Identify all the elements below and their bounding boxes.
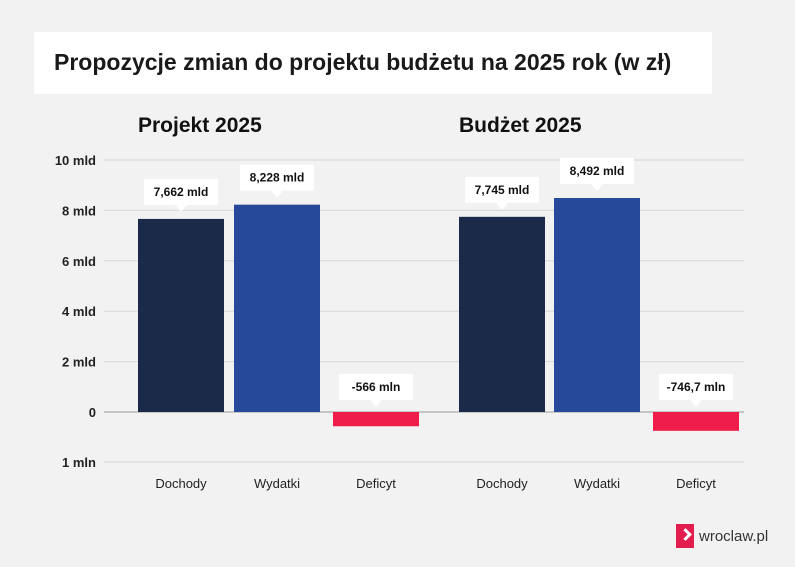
x-category-label: Dochody: [476, 476, 528, 491]
x-category-label: Wydatki: [254, 476, 300, 491]
y-tick-label: 4 mld: [62, 304, 96, 319]
logo: wroclaw.pl: [676, 524, 768, 548]
bar: [333, 412, 419, 427]
data-label-box: [659, 374, 733, 400]
x-category-label: Dochody: [155, 476, 207, 491]
bar: [459, 216, 545, 412]
data-label-pointer: [690, 400, 702, 407]
y-tick-label: 10 mld: [55, 153, 96, 168]
logo-arrow-icon: [676, 524, 694, 548]
y-tick-label: 0: [89, 405, 96, 420]
data-label: 7,745 mld: [475, 183, 530, 197]
y-tick-label: 1 mln: [62, 455, 96, 470]
x-category-label: Wydatki: [574, 476, 620, 491]
data-label: 8,228 mld: [250, 171, 305, 185]
title-box: Propozycje zmian do projektu budżetu na …: [34, 32, 712, 94]
group-title-projekt: Projekt 2025: [138, 114, 262, 137]
y-tick-label: 2 mld: [62, 355, 96, 370]
bar: [653, 412, 739, 431]
x-category-label: Deficyt: [356, 476, 396, 491]
data-label-box: [465, 176, 539, 203]
data-label-pointer: [496, 202, 508, 210]
logo-text: wroclaw.pl: [699, 527, 769, 545]
data-label: 8,492 mld: [570, 164, 625, 178]
data-label-pointer: [370, 400, 382, 407]
bar: [554, 198, 640, 412]
data-label: 7,662 mld: [154, 185, 209, 199]
data-label-pointer: [591, 184, 603, 192]
bar: [138, 218, 224, 412]
y-tick-label: 6 mld: [62, 254, 96, 269]
data-label-pointer: [271, 190, 283, 198]
data-label: -746,7 mln: [667, 380, 726, 394]
data-label-box: [560, 158, 634, 185]
bar: [234, 204, 320, 412]
group-title-budzet: Budżet 2025: [459, 114, 582, 137]
data-label-box: [240, 164, 314, 191]
data-label-pointer: [175, 204, 187, 212]
data-label-box: [339, 374, 413, 400]
x-category-label: Deficyt: [676, 476, 716, 491]
y-tick-label: 8 mld: [62, 203, 96, 218]
data-label-box: [144, 178, 218, 205]
chart-title: Propozycje zmian do projektu budżetu na …: [54, 49, 672, 75]
data-label: -566 mln: [352, 380, 401, 394]
